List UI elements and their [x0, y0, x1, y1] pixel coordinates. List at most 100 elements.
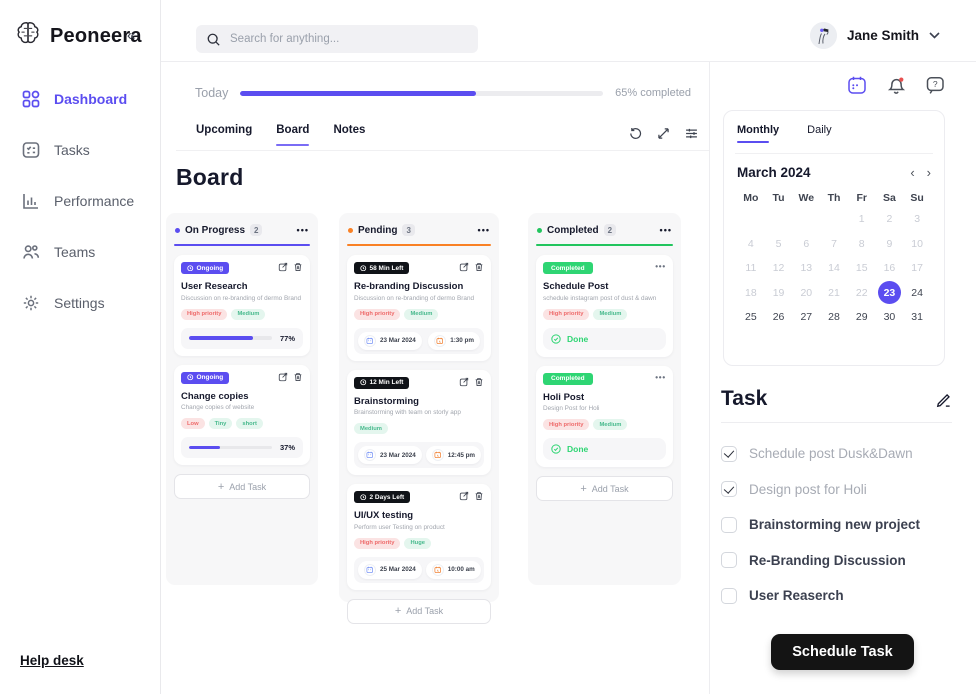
trash-icon[interactable] [293, 372, 303, 382]
add-task-button[interactable]: + Add Task [174, 474, 310, 499]
tab-monthly[interactable]: Monthly [737, 124, 779, 143]
schedule-task-button[interactable]: Schedule Task [771, 634, 914, 670]
tab-daily[interactable]: Daily [807, 124, 832, 136]
edit-icon[interactable] [459, 377, 469, 387]
calendar-day[interactable]: 26 [772, 311, 785, 324]
card-subtitle: Change copies of website [181, 404, 255, 411]
edit-icon[interactable] [278, 262, 288, 272]
calendar-icon[interactable] [846, 74, 868, 96]
calendar-day[interactable]: 30 [883, 311, 896, 324]
calendar-day[interactable]: 17 [911, 262, 923, 275]
trash-icon[interactable] [293, 262, 303, 272]
tab-board[interactable]: Board [276, 124, 310, 146]
chat-help-icon[interactable]: ? [924, 74, 946, 96]
add-task-button[interactable]: + Add Task [347, 598, 491, 624]
sidebar-item-settings[interactable]: Settings [21, 288, 160, 318]
next-month-icon[interactable]: › [926, 164, 931, 180]
help-desk-link[interactable]: Help desk [20, 653, 84, 668]
column-menu-icon[interactable]: ••• [659, 225, 672, 235]
sidebar-item-dashboard[interactable]: Dashboard [21, 84, 160, 114]
calendar-day[interactable]: 4 [747, 237, 754, 250]
task-card[interactable]: Ongoing User Research Discussion on re-b… [174, 255, 310, 356]
svg-text:?: ? [933, 79, 938, 89]
task-checklist-item[interactable]: User Reaserch [721, 587, 952, 604]
task-checklist-item[interactable]: Schedule post Dusk&Dawn [721, 445, 952, 462]
task-card[interactable]: Completed ••• Holi Post Design Post for … [536, 365, 673, 467]
calendar-day[interactable]: 9 [886, 237, 893, 250]
task-checklist-item[interactable]: Re-Branding Discussion [721, 552, 952, 569]
task-checklist-item[interactable]: Brainstorming new project [721, 516, 952, 533]
calendar-day[interactable]: 28 [828, 311, 840, 324]
edit-icon[interactable] [459, 262, 469, 272]
calendar-day[interactable]: 7 [831, 237, 837, 250]
trash-icon[interactable] [474, 377, 484, 387]
checkbox-unchecked[interactable] [721, 516, 737, 533]
calendar-day[interactable]: 20 [800, 286, 813, 299]
expand-icon[interactable] [656, 126, 671, 141]
calendar-day[interactable]: 5 [775, 237, 782, 250]
sidebar-item-tasks[interactable]: Tasks [21, 135, 160, 165]
calendar-day[interactable]: 25 [745, 311, 757, 324]
calendar-day[interactable]: 29 [855, 311, 868, 324]
task-card[interactable]: 12 Min Left Brainstorming Brainstorming … [347, 369, 491, 475]
card-menu-icon[interactable]: ••• [655, 262, 666, 271]
column-menu-icon[interactable]: ••• [477, 225, 490, 235]
collapse-sidebar-icon[interactable]: « [127, 27, 136, 44]
column-menu-icon[interactable]: ••• [296, 225, 309, 235]
calendar-day[interactable]: 3 [914, 213, 921, 226]
size-tag: Huge [404, 537, 431, 549]
calendar-day[interactable]: 2 [886, 213, 893, 226]
add-task-button[interactable]: + Add Task [536, 476, 673, 501]
calendar-day[interactable]: 18 [745, 286, 757, 299]
trash-icon[interactable] [474, 262, 484, 272]
calendar-day[interactable]: 11 [745, 262, 757, 275]
column-accent-line [536, 244, 673, 246]
calendar-day[interactable]: 21 [828, 286, 840, 299]
pencil-icon[interactable] [935, 391, 952, 408]
calendar-day[interactable]: 14 [828, 262, 840, 275]
trash-icon[interactable] [474, 491, 484, 501]
avatar [809, 22, 837, 49]
checkbox-checked[interactable] [721, 481, 737, 497]
calendar-day[interactable]: 6 [803, 237, 810, 250]
calendar-day[interactable]: 15 [855, 262, 868, 275]
calendar-day[interactable]: 1 [858, 213, 865, 226]
task-card[interactable]: 58 Min Left Re-branding Discussion Discu… [347, 255, 491, 361]
calendar-day[interactable]: 19 [772, 286, 785, 299]
checkbox-unchecked[interactable] [721, 552, 737, 568]
calendar-day[interactable]: 24 [911, 286, 923, 299]
bell-icon[interactable] [885, 74, 907, 96]
calendar-day[interactable]: 16 [883, 262, 896, 275]
task-card[interactable]: Completed ••• Schedule Post schedule ins… [536, 255, 673, 357]
edit-icon[interactable] [459, 491, 469, 501]
sidebar-item-performance[interactable]: Performance [21, 186, 160, 216]
search-bar[interactable] [196, 25, 478, 53]
card-menu-icon[interactable]: ••• [655, 372, 666, 382]
calendar-day[interactable]: 12 [772, 262, 785, 275]
calendar-day[interactable]: 31 [911, 311, 923, 324]
task-card[interactable]: 2 Days Left UI/UX testing Perform user T… [347, 484, 491, 590]
checkbox-unchecked[interactable] [721, 587, 737, 604]
user-menu[interactable]: Jane Smith [809, 22, 940, 49]
calendar-day[interactable]: 8 [858, 237, 865, 250]
calendar-day[interactable]: 27 [800, 311, 813, 324]
sidebar-item-teams[interactable]: Teams [21, 237, 160, 267]
search-input[interactable] [230, 33, 468, 45]
size-tag: Tiny [208, 418, 233, 429]
tab-upcoming[interactable]: Upcoming [196, 124, 253, 136]
prev-month-icon[interactable]: ‹ [910, 164, 915, 180]
calendar-day[interactable]: 22 [855, 286, 868, 299]
tab-notes[interactable]: Notes [333, 124, 366, 136]
calendar-day[interactable]: 23 [876, 281, 904, 306]
time-chip: 10:00 am [425, 560, 481, 579]
history-icon[interactable] [628, 126, 643, 141]
calendar-day[interactable]: 10 [911, 237, 923, 250]
sliders-icon[interactable] [684, 126, 699, 141]
task-checklist-item[interactable]: Design post for Holi [721, 481, 952, 498]
status-badge: Ongoing [181, 371, 230, 384]
task-card[interactable]: Ongoing Change copies Change copies of w… [174, 364, 310, 465]
checkbox-checked[interactable] [721, 445, 737, 462]
calendar-day[interactable]: 13 [800, 262, 813, 275]
edit-icon[interactable] [278, 372, 288, 382]
task-checklist: Schedule post Dusk&Dawn Design post for … [721, 445, 952, 623]
